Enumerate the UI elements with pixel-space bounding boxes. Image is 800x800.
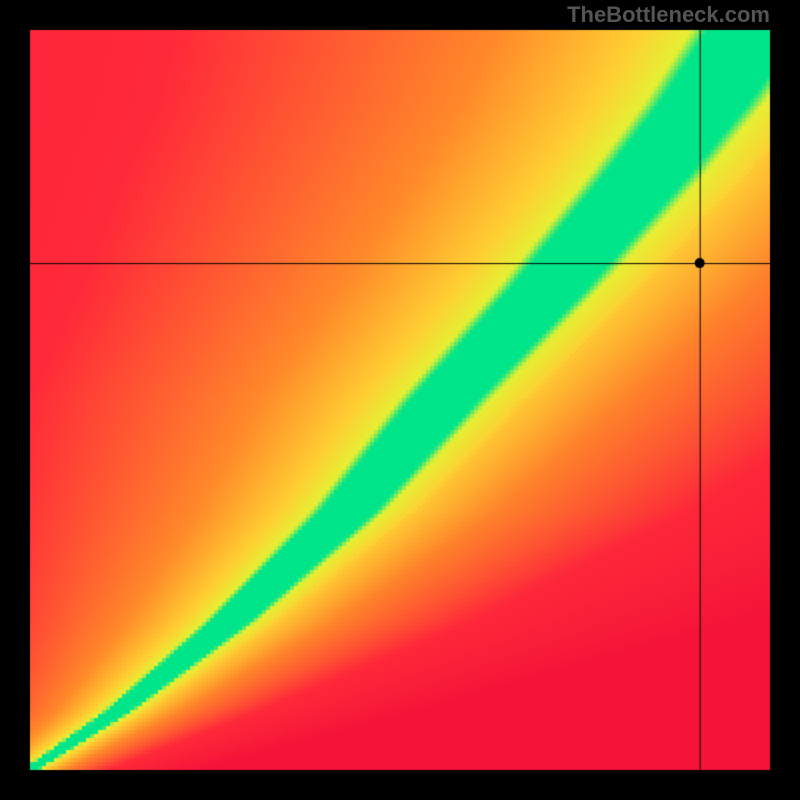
bottleneck-heatmap [0, 0, 800, 800]
watermark-label: TheBottleneck.com [567, 2, 770, 28]
